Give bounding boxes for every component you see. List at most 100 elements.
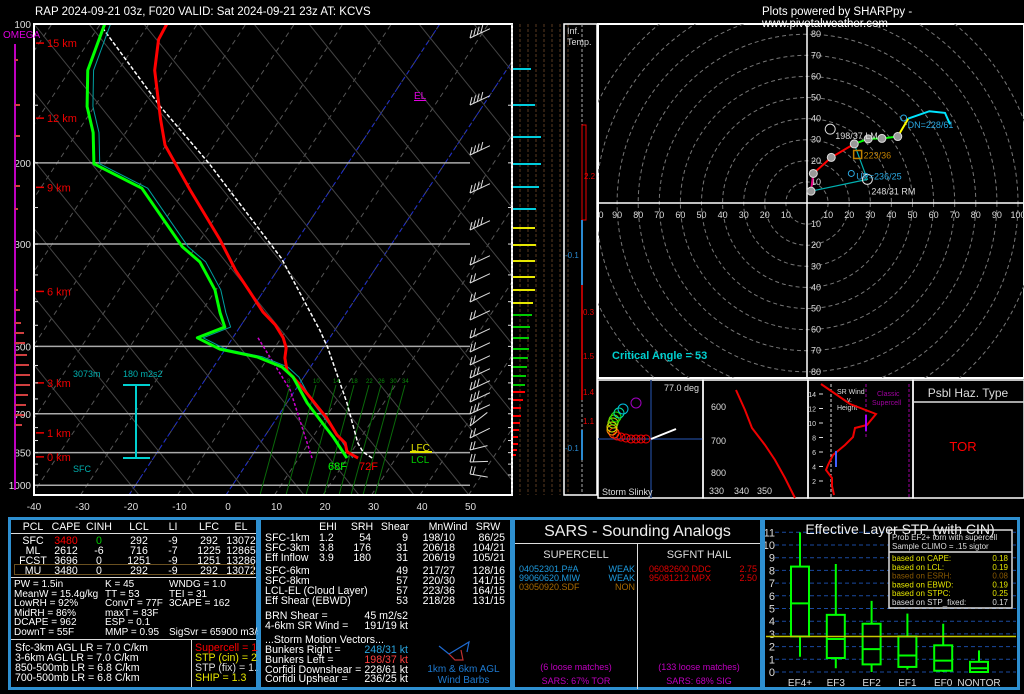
wind-barb-icon xyxy=(469,355,491,366)
wind-barb-flag xyxy=(469,441,473,451)
stp-prob-value: 0.18 xyxy=(992,554,1008,563)
isotherm-line xyxy=(80,24,392,495)
parcel-header: EL xyxy=(234,521,248,533)
left-mover-label: 198/37 LM xyxy=(835,131,878,141)
wind-barb-icon xyxy=(469,366,491,379)
sr-wind-46-label: 4-6km SR Wind = xyxy=(265,620,349,632)
dry-adiabat-line xyxy=(418,24,512,141)
parcel-header: CAPE xyxy=(51,521,81,533)
wind-barb-flag xyxy=(473,183,477,192)
pressure-label: 200 xyxy=(14,159,31,170)
index-value: K = 45 xyxy=(105,579,135,590)
stp-category-label: EF2 xyxy=(862,678,881,689)
hail-analog-size: 2.75 xyxy=(739,564,757,574)
stp-y-label: 11 xyxy=(764,527,775,539)
supercell-analog-type: NON xyxy=(615,582,635,592)
kinematic-layer-label: Eff Shear (EBWD) xyxy=(265,594,351,607)
kinematic-panel: EHI SRH Shear MnWind SRW SFC-1km 1.2 54 9 198/10 8… xyxy=(258,517,513,690)
hodograph-height-marker xyxy=(863,134,873,144)
hail-summary: SARS: 68% SIG xyxy=(666,676,732,686)
hodograph-trace-segment xyxy=(853,135,898,145)
index-value: TEI = 31 xyxy=(169,588,208,600)
supercell-analog-type: WEAK xyxy=(608,564,635,574)
stp-panel: Effective Layer STP (with CIN) xyxy=(762,517,1020,690)
wind-barb-flag xyxy=(469,311,473,321)
stp-prob-label: based on STPC: xyxy=(892,589,951,598)
mean-wind-label: 223/36 xyxy=(864,150,892,160)
classic-supercell-1: Classic xyxy=(877,391,900,398)
effective-inflow-bracket xyxy=(123,384,150,459)
wind-barb-flag xyxy=(469,256,473,266)
mixing-ratio-line xyxy=(362,384,394,495)
wind-barb-staff xyxy=(469,412,488,427)
kinematic-value: 223/36 xyxy=(422,585,455,597)
storm-motion-label: Bunkers Left = xyxy=(265,653,334,666)
slinky-ring xyxy=(621,433,631,443)
hodograph-ring-label: 70 xyxy=(811,50,821,60)
kinematic-value: 206/18 xyxy=(422,541,455,554)
wind-barb-staff xyxy=(469,328,491,339)
storm-motion-value: 236/25 kt xyxy=(364,673,408,686)
pressure-label: 850 xyxy=(14,449,31,460)
wind-barb-icon xyxy=(469,273,491,284)
hodograph-ring-label: 20 xyxy=(844,210,854,220)
kinematic-value: 128/16 xyxy=(472,565,505,578)
parcel-header: CINH xyxy=(86,521,112,533)
parcel-header: LFC xyxy=(198,521,219,533)
wind-barb-flag xyxy=(473,310,477,319)
parcel-cell: 0 xyxy=(96,565,102,577)
index-value: ConvT = 77F xyxy=(105,598,163,610)
wind-barb-flag xyxy=(469,29,473,39)
isotherm-line xyxy=(34,24,101,126)
wind-barb-flag xyxy=(476,93,480,102)
stp-y-label: 0 xyxy=(769,667,775,679)
wind-barb-icon xyxy=(469,378,491,391)
dry-adiabat-line xyxy=(143,24,512,481)
kinematic-layer-label: LCL-EL (Cloud Layer) xyxy=(265,585,368,597)
wind-barb-icon xyxy=(469,141,491,156)
wind-barb-flag xyxy=(469,429,473,439)
wind-barb-icon xyxy=(469,310,491,321)
hodograph-ring-label: 30 xyxy=(811,135,821,145)
wind-barb-icon xyxy=(469,24,491,39)
hodograph-ring-label: 30 xyxy=(865,210,875,220)
mixing-ratio-line xyxy=(305,384,337,495)
hodograph-ring-label: 20 xyxy=(760,210,770,220)
kinematic-layer-label: Eff Inflow xyxy=(265,551,309,564)
dry-adiabat-line xyxy=(34,159,305,495)
sr-wind-height-label: 4 xyxy=(812,465,816,472)
storm-motion-title: ...Storm Motion Vectors... xyxy=(265,634,384,646)
parcel-cell: 3480 xyxy=(54,565,78,577)
temperature-axis-label: 40 xyxy=(416,502,428,513)
index-value: DCAPE = 962 xyxy=(14,617,77,629)
slinky-label: Storm Slinky xyxy=(602,487,653,497)
slinky-ring xyxy=(617,403,629,415)
wind-barb-staff xyxy=(469,310,491,321)
hodograph-ring-label: 70 xyxy=(950,210,960,220)
hodograph-ring-label: 40 xyxy=(811,114,821,124)
right-mover-label: 248/31 RM xyxy=(871,186,915,196)
6km-wind-barb xyxy=(448,649,464,661)
wind-barb-staff xyxy=(469,380,491,391)
isotherm-line xyxy=(34,24,247,346)
barb-caption-1: 1km & 6km AGL xyxy=(427,664,500,675)
stp-prob-label: based on CAPE: xyxy=(892,554,951,563)
mixing-ratio-line xyxy=(285,384,317,495)
wind-barb-flag xyxy=(480,179,484,189)
kinematic-header: MnWind xyxy=(428,521,468,533)
parcel-cell: 292 xyxy=(200,535,218,547)
kinematic-value: 218/28 xyxy=(422,594,455,607)
kinematic-layer-label: SFC-3km xyxy=(265,541,310,554)
wind-barb-staff xyxy=(469,220,491,231)
storm-slinky-inset: 77.0 deg Storm Slinky xyxy=(597,379,704,499)
kinematic-layer-label: SFC-6km xyxy=(265,565,310,578)
wind-barb-flag xyxy=(473,392,477,401)
hodograph-ring-label: 50 xyxy=(811,304,821,314)
composite-index: STP (cin) = 2.8 xyxy=(195,652,266,664)
storm-motion-label: Bunkers Right = xyxy=(265,644,341,656)
parcel-cell: 12865 xyxy=(226,545,256,557)
parcel-cell: 0 xyxy=(96,535,102,547)
wind-barb-icon xyxy=(469,427,490,439)
esrh-base-label: SFC xyxy=(73,464,92,474)
inferred-temp-value: 2.2 xyxy=(584,172,596,181)
